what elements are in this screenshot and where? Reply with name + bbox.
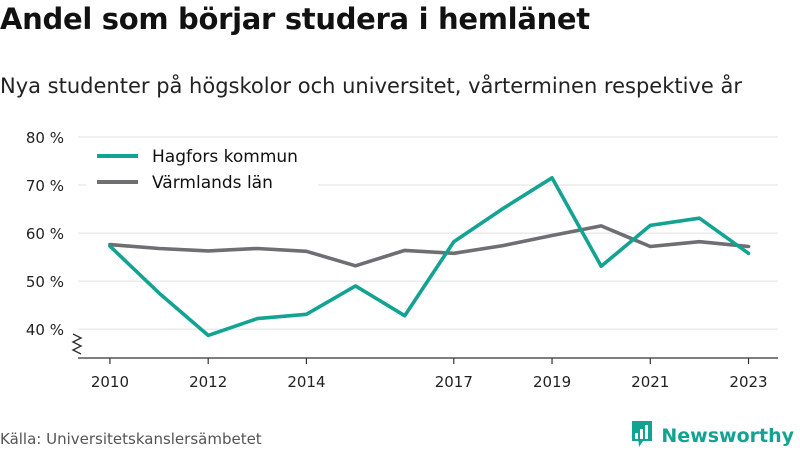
x-tick-label: 2014: [287, 373, 325, 391]
x-tick-label: 2023: [729, 373, 767, 391]
y-tick-label: 60 %: [26, 225, 64, 243]
source-note: Källa: Universitetskanslersämbetet: [0, 430, 262, 448]
legend-background: [86, 144, 318, 196]
legend-label: Hagfors kommun: [152, 147, 298, 167]
axes: 40 % 50 % 60 % 70 % 80 % 2010 2012 2014 2017 2019…: [26, 129, 778, 391]
newsworthy-logo-icon: [630, 419, 654, 453]
legend-label: Värmlands län: [152, 173, 273, 193]
y-tick-label: 80 %: [26, 129, 64, 147]
y-tick-label: 50 %: [26, 273, 64, 291]
series-lines: [108, 176, 751, 338]
y-tick-label: 70 %: [26, 177, 64, 195]
series-line-hagfors-kommun: [108, 176, 751, 338]
y-tick-label: 40 %: [26, 321, 64, 339]
chart-subtitle: Nya studenter på högskolor och universit…: [0, 74, 742, 98]
series-line-värmlands-län: [108, 224, 751, 268]
legend: Hagfors kommun Värmlands län: [86, 144, 318, 196]
x-tick-label: 2019: [533, 373, 571, 391]
brand-name: Newsworthy: [661, 425, 794, 447]
y-axis-break-icon: [71, 333, 83, 355]
x-tick-label: 2021: [631, 373, 669, 391]
x-tick-label: 2012: [189, 373, 227, 391]
x-tick-label: 2010: [91, 373, 129, 391]
chart-title: Andel som börjar studera i hemlänet: [0, 2, 590, 36]
x-tick-label: 2017: [435, 373, 473, 391]
brand-logo[interactable]: Newsworthy: [630, 419, 794, 453]
